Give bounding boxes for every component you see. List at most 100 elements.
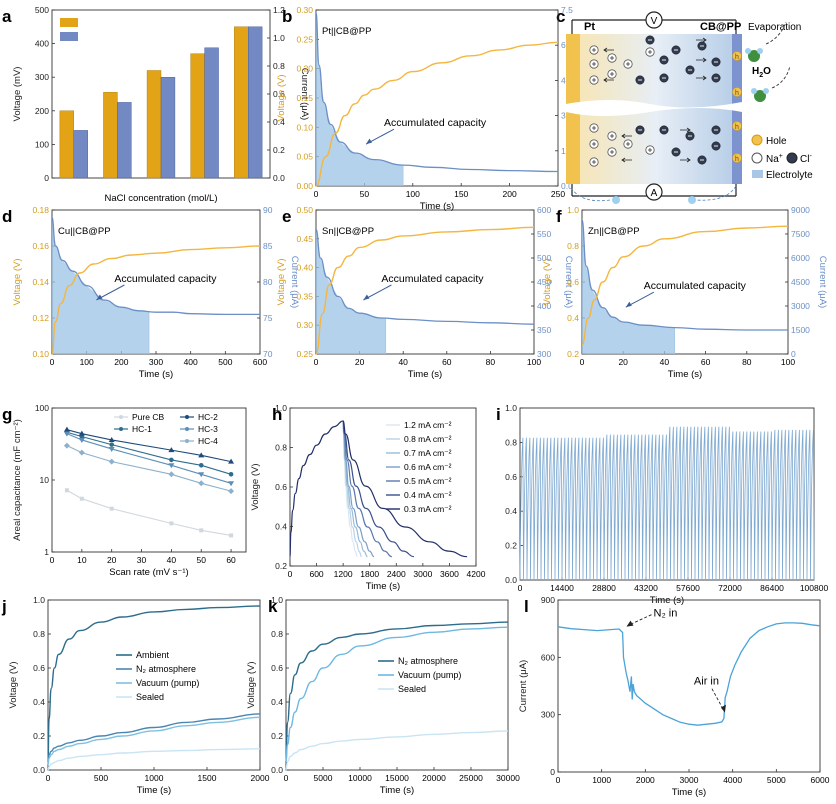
y-tick-label-h: 0.6 <box>275 482 287 492</box>
x-tick-label-b: 200 <box>503 189 517 199</box>
x-tick-label-f: 20 <box>618 357 628 367</box>
y-tick-label-d: 0.14 <box>32 277 49 287</box>
annotation-arrowhead-air <box>720 704 726 713</box>
y-axis-label-e: Voltage (V) <box>276 259 287 306</box>
legend-marker-g <box>185 439 189 443</box>
data-point <box>108 446 115 452</box>
annotation-f: Accumulated capacity <box>644 280 747 292</box>
y2-axis-label-a: Current (μA) <box>299 68 310 120</box>
y-tick-label-f: 0.2 <box>567 349 579 359</box>
na-icon <box>751 152 763 164</box>
panel-letter-g: g <box>2 405 12 424</box>
y-tick-label-d: 0.12 <box>32 313 49 323</box>
x-tick-label-d: 200 <box>114 357 128 367</box>
hole-symbol: h <box>735 90 739 97</box>
cycling-trace <box>519 426 815 581</box>
na-legend-label: Na+ <box>766 153 783 165</box>
y2-tick-label-a: 0.4 <box>273 117 285 127</box>
y-axis-label-f: Voltage (V) <box>542 259 553 306</box>
y-tick-label-j: 0.0 <box>33 765 45 775</box>
x-tick-label-e: 40 <box>398 357 408 367</box>
x-axis-label-k: Time (s) <box>380 785 414 796</box>
y-axis-label-d: Voltage (V) <box>12 259 23 306</box>
hole-particle <box>732 87 742 97</box>
na-ion-sign <box>648 50 652 54</box>
x-axis-label-d: Time (s) <box>139 369 173 380</box>
x-tick-label-f: 0 <box>580 357 585 367</box>
panel-letter-h: h <box>272 405 282 424</box>
ion-arrow-left <box>621 157 632 163</box>
y-tick-label-d: 0.18 <box>32 205 49 215</box>
series-line-0 <box>66 489 232 536</box>
legend-label-j: Ambient <box>136 650 170 660</box>
y-tick-label-l: 300 <box>541 710 555 720</box>
y-tick-label-h: 0.2 <box>275 561 287 571</box>
x-tick-label-b: 250 <box>551 189 565 199</box>
legend-marker-g <box>185 427 189 431</box>
data-point <box>168 447 175 453</box>
x-tick-label-k: 20000 <box>422 773 446 783</box>
water-molecule-h1 <box>763 88 769 94</box>
voltage-line-d <box>51 245 261 355</box>
water-label: H2O <box>752 66 771 79</box>
ion-arrow-right <box>696 75 707 81</box>
y2-tick-label-f: 7500 <box>791 229 810 239</box>
series-line-k-1 <box>285 626 509 763</box>
legend-label-g: HC-2 <box>198 412 218 422</box>
x-tick-label-b: 150 <box>454 189 468 199</box>
ion-arrow-right <box>680 127 691 133</box>
na-ion-sign <box>610 72 614 76</box>
annotation-arrowhead-e <box>363 294 370 300</box>
y-tick-label-j: 0.6 <box>33 663 45 673</box>
device-label-b: Pt||CB@PP <box>322 26 371 37</box>
chart-f-zn: 0 20 40 60 80 100 0.2 0.4 0.6 0.8 1.0 0 1500 3000 4500… <box>542 205 828 380</box>
y-tick-label-e: 0.45 <box>296 234 313 244</box>
legend-label-h: 0.6 mA cm⁻² <box>404 462 452 472</box>
x-tick-label-j: 1000 <box>145 773 164 783</box>
data-point <box>228 458 235 464</box>
cl-icon <box>786 152 798 164</box>
data-point <box>63 442 70 449</box>
annotation-arrowhead-f <box>625 301 632 308</box>
y-tick-label-f: 0.6 <box>567 277 579 287</box>
ion-arrow-left <box>603 77 614 83</box>
chart-h-discharge: 0 600 1200 1800 2400 3000 3600 4200 0.2 0.4 0.6 0.8… <box>250 403 486 592</box>
x-tick-label-k: 0 <box>284 773 289 783</box>
panel-letter-k: k <box>268 597 278 616</box>
na-ion-sign <box>592 126 596 130</box>
x-axis-label-l: Time (s) <box>672 787 706 798</box>
y-tick-label-a: 0 <box>44 173 49 183</box>
x-tick-label-g: 0 <box>50 555 55 565</box>
y2-tick-label-e: 400 <box>537 301 551 311</box>
annotation-arrowhead-b <box>366 138 372 145</box>
y2-tick-label-f: 0 <box>791 349 796 359</box>
series-line-k-0 <box>285 621 509 763</box>
water-molecule-h2 <box>751 88 757 94</box>
x-tick-label-g: 50 <box>196 555 206 565</box>
x-tick-label-i: 100800 <box>800 583 829 593</box>
bar-voltage <box>59 110 74 179</box>
x-tick-label-l: 0 <box>556 775 561 785</box>
na-ion-sign <box>626 62 630 66</box>
y2-tick-label-e: 450 <box>537 277 551 287</box>
y2-tick-label-f: 1500 <box>791 325 810 335</box>
y2-axis-label-e: Current (μA) <box>563 256 574 308</box>
x-tick-label-j: 500 <box>94 773 108 783</box>
water-molecule-h1 <box>757 48 763 54</box>
current-line-b <box>315 11 559 173</box>
y-tick-label-j: 0.8 <box>33 629 45 639</box>
annotation-arrowhead-n2 <box>626 620 634 627</box>
y-tick-label-f: 0.4 <box>567 313 579 323</box>
electron-icon-2 <box>688 196 696 204</box>
x-tick-label-k: 5000 <box>314 773 333 783</box>
y2-tick-label-d: 85 <box>263 241 273 251</box>
x-tick-label-i: 14400 <box>550 583 574 593</box>
y2-tick-label-f: 9000 <box>791 205 810 215</box>
y-tick-label-j: 1.0 <box>33 595 45 605</box>
y2-tick-label-d: 90 <box>263 205 273 215</box>
legend-label-h: 0.3 mA cm⁻² <box>404 504 452 514</box>
voltmeter-label: V <box>651 16 658 27</box>
legend-label-g: HC-4 <box>198 436 218 446</box>
y-axis-label-j: Voltage (V) <box>8 662 19 709</box>
panel-letter-f: f <box>556 207 562 226</box>
